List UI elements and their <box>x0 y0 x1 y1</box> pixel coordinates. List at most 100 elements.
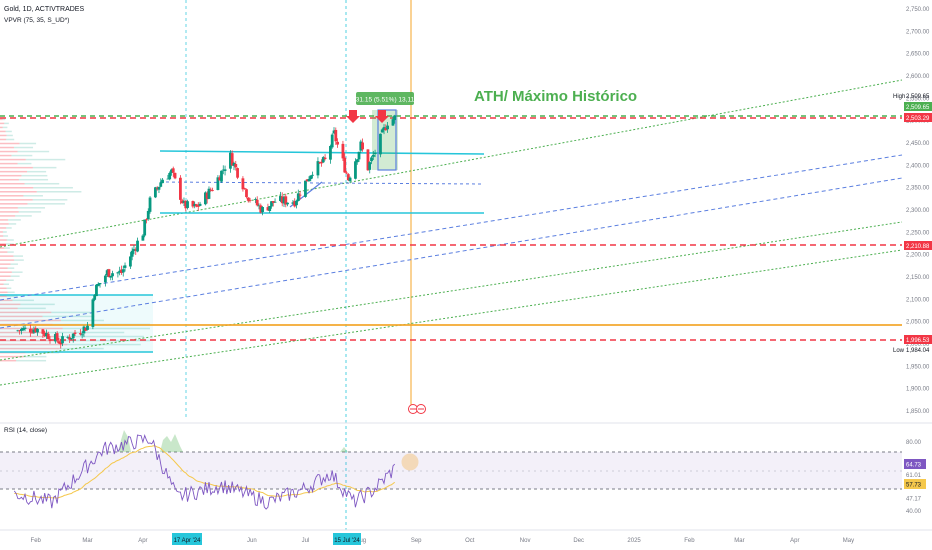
time-tick-label: Sep <box>411 538 422 544</box>
volume-bar-up <box>6 134 13 137</box>
candle-body <box>36 328 39 333</box>
volume-bar-up <box>60 319 104 322</box>
date-highlight-start-bg <box>172 533 202 545</box>
candle-body <box>128 256 132 267</box>
volume-bar-up <box>21 174 48 177</box>
candle-body <box>316 161 320 176</box>
candle-body <box>193 203 197 206</box>
candle-body <box>334 129 338 142</box>
level-tag-low-bg <box>904 335 932 344</box>
time-tick-label: Mar <box>82 538 92 544</box>
candle-body <box>384 127 388 131</box>
volume-bar-down <box>0 307 18 310</box>
candle-body <box>243 188 247 189</box>
price-tick-label: 1,850.00 <box>906 409 930 415</box>
candle-body <box>286 202 289 205</box>
date-highlight-end[interactable]: 15 Jul '24 <box>334 538 360 544</box>
volume-bar-up <box>27 203 65 205</box>
candle-body <box>271 201 275 203</box>
volume-bar-down <box>0 343 68 346</box>
volume-bar-up <box>11 271 23 273</box>
high-tag-value: 2,509.65 <box>906 94 930 100</box>
volume-bar-down <box>0 267 8 269</box>
candle-body <box>293 201 297 207</box>
volume-bar-up <box>59 347 104 350</box>
rsi-ma-tag: 57.73 <box>906 483 922 489</box>
candle-body <box>61 336 64 344</box>
candle-body <box>166 178 170 180</box>
volume-bar-up <box>5 130 12 133</box>
volume-bar-up <box>15 215 32 217</box>
candle-body <box>184 200 188 209</box>
date-highlight-end-bg <box>333 533 361 545</box>
rsi-highlight-icon <box>401 453 419 471</box>
candle-body <box>55 333 59 341</box>
volume-bar-up <box>3 235 9 237</box>
candle-body <box>320 161 323 164</box>
candle-body <box>105 270 109 276</box>
level-tag-top-bg <box>904 113 932 122</box>
candle-body <box>196 205 200 207</box>
candle-body <box>291 202 295 204</box>
time-tick-label: Mar <box>734 538 744 544</box>
volume-bar-down <box>0 219 8 221</box>
volume-bar-up <box>5 243 14 245</box>
volume-bar-up <box>3 283 10 286</box>
candle-body <box>221 169 225 171</box>
volume-bar-up <box>8 223 17 225</box>
candle-body <box>296 193 300 201</box>
candle-body <box>132 249 136 251</box>
rsi-ma-tag-bg <box>904 479 926 489</box>
volume-bar-down <box>0 178 19 181</box>
volume-bar-down <box>0 259 15 261</box>
rsi-axis[interactable]: 80.00 61.01 47.17 40.00 <box>906 440 922 515</box>
candle-body <box>346 174 350 181</box>
candle-body <box>359 141 363 151</box>
candle-body <box>370 157 373 162</box>
candle-body <box>368 162 372 170</box>
volume-bar-down <box>0 239 7 241</box>
candle-body <box>282 197 286 204</box>
volume-bar-up <box>17 150 50 153</box>
price-tick-label: 2,650.00 <box>906 52 930 58</box>
volume-bar-up <box>18 211 42 213</box>
rsi-ma-line <box>14 445 396 499</box>
volume-bar-down <box>0 359 17 362</box>
volume-bar-down <box>0 295 7 298</box>
volume-bar-up <box>42 315 95 318</box>
volume-bar-down <box>0 327 63 330</box>
candle-body <box>91 299 95 327</box>
candle-body <box>311 174 314 176</box>
candle-body <box>30 332 34 334</box>
candle-body <box>45 333 48 337</box>
candle-body <box>232 163 236 166</box>
volume-bar-down <box>0 255 14 257</box>
candle-body <box>86 325 89 330</box>
candle-body <box>343 157 347 173</box>
rsi-overbought-fill <box>160 434 183 452</box>
candle-body <box>223 169 227 171</box>
price-axis[interactable]: 2,750.00 2,700.00 2,650.00 2,600.00 2,550.00… <box>906 7 930 415</box>
indicator-title: VPVR (75, 35, S_UD*) <box>4 17 69 24</box>
candle-body <box>257 205 261 207</box>
volume-bar-down <box>0 275 11 277</box>
candle-body <box>23 327 27 329</box>
date-highlight-start[interactable]: 17 Apr '24 <box>174 538 201 544</box>
volume-bar-down <box>0 303 21 306</box>
rsi-value-tag-bg <box>904 459 926 469</box>
volume-bar-up <box>4 247 10 249</box>
volume-bar-up <box>23 355 47 358</box>
channel-blue-2 <box>0 177 903 329</box>
volume-bar-up <box>19 142 37 145</box>
candle-body <box>171 168 175 173</box>
candle-body <box>341 143 345 159</box>
candle-body <box>330 134 334 148</box>
candle-body <box>179 177 182 200</box>
candle-body <box>121 269 125 273</box>
volume-bar-up <box>17 162 32 165</box>
time-tick-label: Nov <box>520 538 531 544</box>
candle-body <box>155 187 159 189</box>
candle-body <box>386 125 389 130</box>
